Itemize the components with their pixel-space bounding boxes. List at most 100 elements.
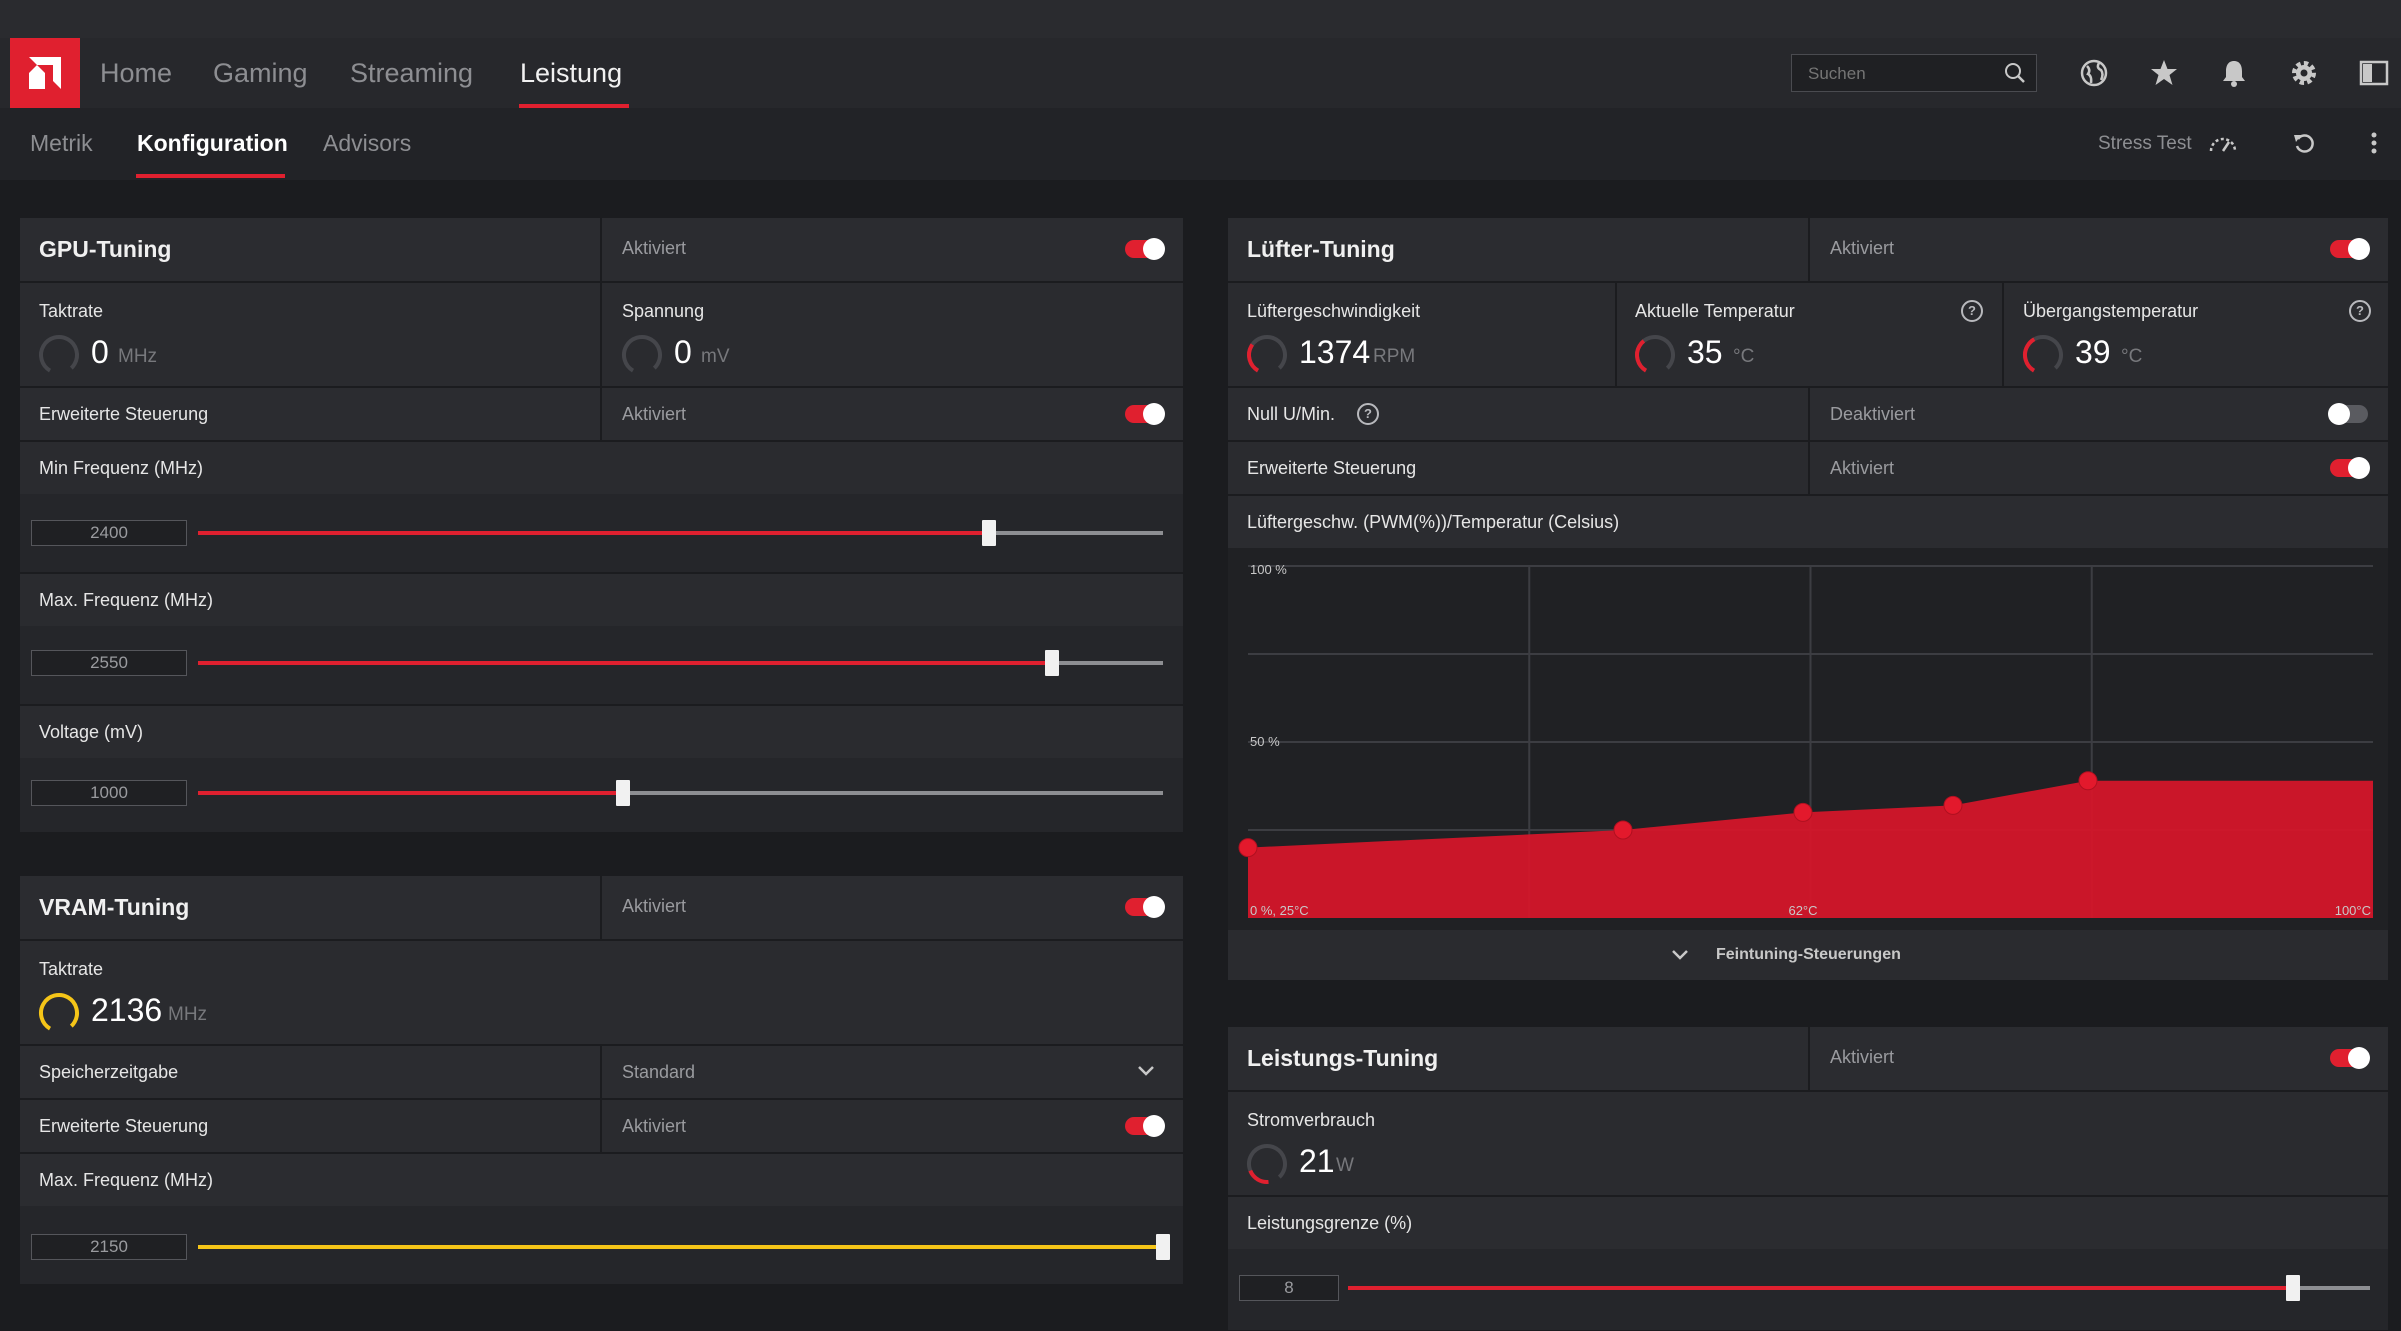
help-icon[interactable]: ?: [1961, 300, 1983, 322]
fan-curve-chart[interactable]: 100 % 50 % 0 %, 25°C 62°C 100°C: [1238, 556, 2378, 928]
power-limit-input[interactable]: 8: [1239, 1275, 1339, 1301]
fan-advanced-label: Erweiterte Steuerung: [1247, 458, 1417, 478]
fan-curve-label: Lüftergeschw. (PWM(%))/Temperatur (Celsi…: [1247, 512, 1620, 532]
power-tuning-header: Leistungs-Tuning Aktiviert: [1228, 1027, 2388, 1090]
fan-curve-point[interactable]: [1943, 795, 1963, 815]
fan-zero-rpm-toggle[interactable]: [2328, 403, 2368, 425]
fan-curve-point[interactable]: [1238, 838, 1258, 858]
fan-curve-point[interactable]: [2078, 771, 2098, 791]
fine-tuning-toggle-row[interactable]: Feintuning-Steuerungen: [1228, 930, 2388, 980]
fan-speed-label: Lüftergeschwindigkeit: [1247, 301, 1421, 321]
gpu-voltage-value: 0: [674, 334, 692, 370]
gpu-max-freq-input[interactable]: 2550: [31, 650, 187, 676]
stress-test-label[interactable]: Stress Test: [2098, 133, 2192, 154]
nav-tab-home[interactable]: Home: [100, 58, 173, 88]
power-limit-slider[interactable]: [1348, 1275, 2370, 1301]
speedometer-icon[interactable]: [2208, 128, 2238, 158]
gpu-tuning-header: GPU-Tuning Aktiviert: [20, 218, 1183, 281]
search-box[interactable]: [1791, 54, 2037, 92]
power-limit-fill: [1348, 1286, 2294, 1290]
vram-metrics-row: Taktrate 2136 MHz: [20, 941, 1183, 1044]
vram-advanced-toggle[interactable]: [1125, 1115, 1165, 1137]
gpu-min-freq-fill: [198, 531, 990, 535]
gpu-max-freq-thumb[interactable]: [1045, 650, 1060, 676]
fan-metrics-row: Lüftergeschwindigkeit 1374 RPM Aktuelle …: [1228, 283, 2388, 386]
power-consumption-unit: W: [1336, 1155, 1354, 1176]
gpu-metrics-row: Taktrate 0 MHz Spannung 0 mV: [20, 283, 1183, 386]
power-tuning-panel: Leistungs-Tuning Aktiviert Stromverbrauc…: [1228, 1027, 2388, 1330]
fan-advanced-toggle[interactable]: [2330, 457, 2370, 479]
sidebar-toggle-icon[interactable]: [2357, 56, 2391, 90]
gear-icon[interactable]: [2287, 56, 2321, 90]
fan-temp-value: 35: [1687, 334, 1723, 370]
power-tuning-toggle[interactable]: [2330, 1047, 2370, 1069]
nav-tab-gaming[interactable]: Gaming: [213, 58, 308, 88]
x-tick-label: 0 %, 25°C: [1250, 903, 1309, 918]
gpu-min-freq-row: 2400: [20, 494, 1183, 572]
help-icon[interactable]: ?: [2349, 300, 2371, 322]
power-metrics-row: Stromverbrauch 21 W: [1228, 1092, 2388, 1195]
gpu-advanced-toggle[interactable]: [1125, 403, 1165, 425]
power-tuning-status: Aktiviert: [1830, 1047, 1895, 1067]
fan-junction-unit: °C: [2121, 346, 2143, 367]
help-icon[interactable]: ?: [1357, 403, 1379, 425]
gpu-max-freq-label: Max. Frequenz (MHz): [39, 590, 214, 610]
fan-tuning-toggle[interactable]: [2330, 238, 2370, 260]
fan-curve-point[interactable]: [1793, 802, 1813, 822]
amd-logo[interactable]: [10, 38, 80, 108]
nav-tab-streaming[interactable]: Streaming: [350, 58, 474, 88]
fan-advanced-row: Erweiterte Steuerung Aktiviert: [1228, 442, 2388, 494]
gpu-min-freq-input[interactable]: 2400: [31, 520, 187, 546]
fan-tuning-status: Aktiviert: [1830, 238, 1895, 258]
fan-advanced-status: Aktiviert: [1830, 458, 1895, 478]
gpu-max-freq-slider[interactable]: [198, 650, 1163, 676]
gpu-voltage-slider-label: Voltage (mV): [39, 722, 144, 742]
search-icon[interactable]: [2004, 62, 2026, 89]
tab-metrik[interactable]: Metrik: [30, 130, 93, 156]
gpu-min-freq-thumb[interactable]: [982, 520, 997, 546]
tab-konfiguration[interactable]: Konfiguration: [137, 130, 288, 156]
gpu-voltage-gauge: [622, 335, 662, 375]
gpu-clock-unit: MHz: [118, 346, 158, 367]
power-limit-thumb[interactable]: [2286, 1275, 2301, 1301]
vram-max-freq-thumb[interactable]: [1156, 1234, 1170, 1260]
vram-tuning-header: VRAM-Tuning Aktiviert: [20, 876, 1183, 939]
fan-curve-area: 100 % 50 % 0 %, 25°C 62°C 100°C: [1228, 548, 2388, 930]
gpu-min-freq-header: Min Frequenz (MHz): [20, 442, 1183, 494]
search-input[interactable]: [1806, 63, 2000, 85]
vram-advanced-row: Erweiterte Steuerung Aktiviert: [20, 1100, 1183, 1152]
star-icon[interactable]: [2147, 56, 2181, 90]
globe-icon[interactable]: [2077, 56, 2111, 90]
bell-icon[interactable]: [2217, 56, 2251, 90]
gpu-max-freq-row: 2550: [20, 626, 1183, 704]
nav-active-underline: [519, 104, 629, 108]
more-options-icon[interactable]: [2359, 128, 2389, 158]
tab-advisors[interactable]: Advisors: [323, 130, 412, 156]
gpu-voltage-slider-header: Voltage (mV): [20, 706, 1183, 758]
gpu-voltage-thumb[interactable]: [615, 780, 630, 806]
gpu-voltage-input[interactable]: 1000: [31, 780, 187, 806]
vram-max-freq-fill: [198, 1245, 1163, 1249]
fan-junction-label: Übergangstemperatur: [2023, 301, 2199, 321]
power-consumption-value: 21: [1299, 1143, 1335, 1179]
fan-junction-gauge: [2022, 335, 2063, 375]
vram-max-freq-slider[interactable]: [198, 1234, 1170, 1260]
vram-timing-row: Speicherzeitgabe Standard: [20, 1046, 1183, 1098]
gpu-min-freq-slider[interactable]: [198, 520, 1163, 546]
vram-timing-select[interactable]: Standard: [602, 1046, 1183, 1098]
fan-curve-point[interactable]: [1613, 820, 1633, 840]
vram-timing-value: Standard: [622, 1062, 696, 1082]
gpu-tuning-toggle[interactable]: [1125, 238, 1165, 260]
gpu-voltage-label: Spannung: [622, 301, 705, 321]
fan-junction-value: 39: [2075, 334, 2111, 370]
vram-max-freq-input[interactable]: 2150: [31, 1234, 187, 1260]
fan-temp-gauge: [1635, 335, 1675, 375]
vram-advanced-status: Aktiviert: [622, 1116, 687, 1136]
fan-tuning-title: Lüfter-Tuning: [1247, 236, 1395, 262]
reset-icon[interactable]: [2289, 128, 2319, 158]
vram-tuning-toggle[interactable]: [1125, 896, 1165, 918]
nav-tab-leistung[interactable]: Leistung: [520, 58, 623, 88]
gpu-voltage-slider-row: 1000: [20, 758, 1183, 832]
fan-curve-area-fill: [1248, 780, 2373, 918]
gpu-voltage-slider[interactable]: [198, 780, 1163, 806]
